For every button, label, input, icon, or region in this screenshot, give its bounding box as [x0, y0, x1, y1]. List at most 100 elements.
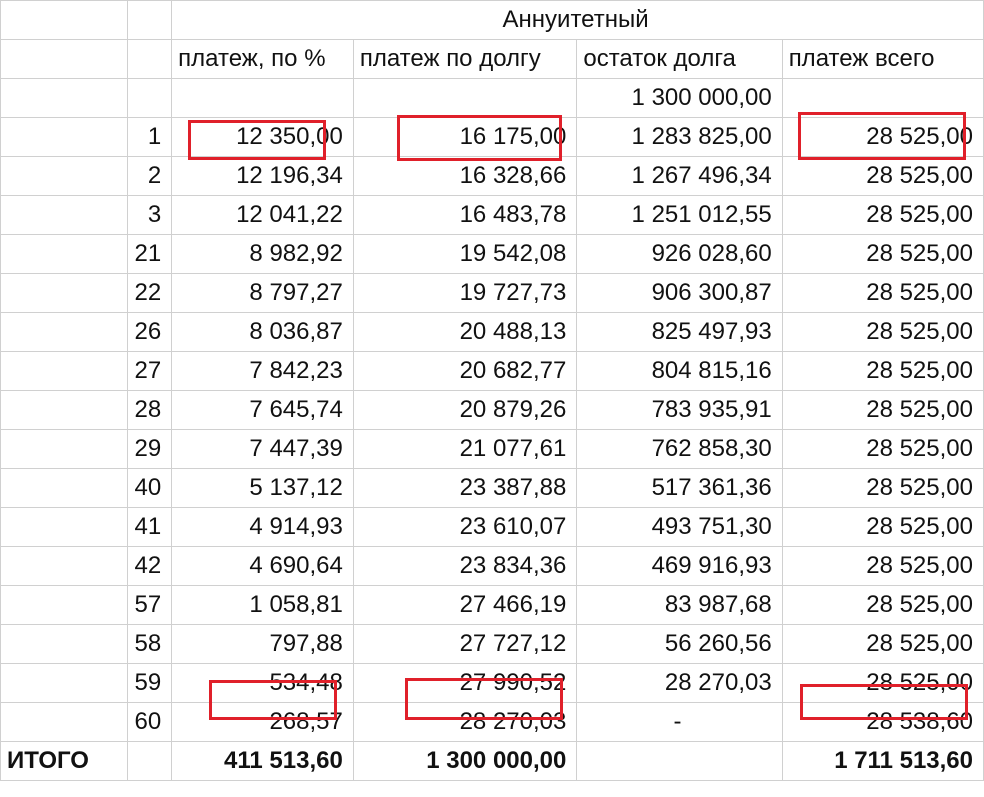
table-title[interactable]: Аннуитетный: [171, 0, 984, 40]
cell-principal[interactable]: 20 879,26: [352, 390, 578, 430]
cell-interest[interactable]: 534,48: [171, 663, 354, 703]
cell[interactable]: [0, 234, 129, 274]
cell-total[interactable]: 28 525,00: [781, 663, 984, 703]
cell-total[interactable]: 28 525,00: [781, 117, 984, 157]
cell[interactable]: [127, 78, 173, 118]
period-number[interactable]: 40: [127, 468, 173, 508]
cell-interest[interactable]: 797,88: [171, 624, 354, 664]
cell-principal[interactable]: 27 466,19: [352, 585, 578, 625]
cell-interest[interactable]: 7 447,39: [171, 429, 354, 469]
cell[interactable]: [171, 78, 354, 118]
total-interest[interactable]: 411 513,60: [171, 741, 354, 781]
cell[interactable]: [352, 78, 578, 118]
cell-total[interactable]: 28 525,00: [781, 351, 984, 391]
cell-principal[interactable]: 16 483,78: [352, 195, 578, 235]
cell-interest[interactable]: 268,57: [171, 702, 354, 742]
cell-total[interactable]: 28 525,00: [781, 195, 984, 235]
cell-balance[interactable]: 493 751,30: [576, 507, 783, 547]
cell-interest[interactable]: 12 350,00: [171, 117, 354, 157]
cell[interactable]: [0, 429, 129, 469]
cell-principal[interactable]: 27 990,52: [352, 663, 578, 703]
totals-label[interactable]: ИТОГО: [0, 741, 129, 781]
total-payment[interactable]: 1 711 513,60: [781, 741, 984, 781]
cell-total[interactable]: 28 538,60: [781, 702, 984, 742]
cell-balance[interactable]: 1 267 496,34: [576, 156, 783, 196]
cell-total[interactable]: 28 525,00: [781, 585, 984, 625]
cell-balance[interactable]: 517 361,36: [576, 468, 783, 508]
cell[interactable]: [0, 702, 129, 742]
cell[interactable]: [0, 195, 129, 235]
cell[interactable]: [576, 741, 783, 781]
period-number[interactable]: 22: [127, 273, 173, 313]
cell-total[interactable]: 28 525,00: [781, 390, 984, 430]
cell-total[interactable]: 28 525,00: [781, 312, 984, 352]
cell-total[interactable]: 28 525,00: [781, 273, 984, 313]
cell-balance[interactable]: 56 260,56: [576, 624, 783, 664]
cell[interactable]: [0, 39, 129, 79]
cell[interactable]: [127, 39, 173, 79]
cell-principal[interactable]: 20 488,13: [352, 312, 578, 352]
cell-balance[interactable]: 825 497,93: [576, 312, 783, 352]
cell[interactable]: [127, 0, 173, 40]
cell[interactable]: [0, 390, 129, 430]
cell-interest[interactable]: 5 137,12: [171, 468, 354, 508]
cell-balance[interactable]: 28 270,03: [576, 663, 783, 703]
cell[interactable]: [781, 78, 984, 118]
period-number[interactable]: 41: [127, 507, 173, 547]
cell-total[interactable]: 28 525,00: [781, 507, 984, 547]
cell-interest[interactable]: 7 645,74: [171, 390, 354, 430]
cell-balance[interactable]: 783 935,91: [576, 390, 783, 430]
cell-total[interactable]: 28 525,00: [781, 468, 984, 508]
cell-balance[interactable]: 469 916,93: [576, 546, 783, 586]
cell[interactable]: [0, 663, 129, 703]
cell-balance[interactable]: 906 300,87: [576, 273, 783, 313]
total-principal[interactable]: 1 300 000,00: [352, 741, 578, 781]
period-number[interactable]: 42: [127, 546, 173, 586]
cell-balance[interactable]: -: [576, 702, 783, 742]
header-interest[interactable]: платеж, по %: [171, 39, 354, 79]
cell-principal[interactable]: 23 610,07: [352, 507, 578, 547]
cell[interactable]: [127, 741, 173, 781]
cell-interest[interactable]: 8 982,92: [171, 234, 354, 274]
cell-interest[interactable]: 8 036,87: [171, 312, 354, 352]
cell-principal[interactable]: 20 682,77: [352, 351, 578, 391]
cell[interactable]: [0, 546, 129, 586]
period-number[interactable]: 28: [127, 390, 173, 430]
initial-balance[interactable]: 1 300 000,00: [576, 78, 783, 118]
period-number[interactable]: 3: [127, 195, 173, 235]
cell-total[interactable]: 28 525,00: [781, 234, 984, 274]
cell-interest[interactable]: 8 797,27: [171, 273, 354, 313]
cell[interactable]: [0, 351, 129, 391]
cell[interactable]: [0, 507, 129, 547]
period-number[interactable]: 21: [127, 234, 173, 274]
cell[interactable]: [0, 273, 129, 313]
cell-interest[interactable]: 12 041,22: [171, 195, 354, 235]
cell[interactable]: [0, 0, 129, 40]
cell-balance[interactable]: 926 028,60: [576, 234, 783, 274]
period-number[interactable]: 27: [127, 351, 173, 391]
cell[interactable]: [0, 78, 129, 118]
period-number[interactable]: 57: [127, 585, 173, 625]
period-number[interactable]: 59: [127, 663, 173, 703]
header-balance[interactable]: остаток долга: [576, 39, 783, 79]
cell[interactable]: [0, 585, 129, 625]
cell-interest[interactable]: 4 690,64: [171, 546, 354, 586]
cell-interest[interactable]: 12 196,34: [171, 156, 354, 196]
cell-balance[interactable]: 762 858,30: [576, 429, 783, 469]
cell-balance[interactable]: 1 283 825,00: [576, 117, 783, 157]
cell-principal[interactable]: 28 270,03: [352, 702, 578, 742]
period-number[interactable]: 29: [127, 429, 173, 469]
cell-total[interactable]: 28 525,00: [781, 429, 984, 469]
cell-principal[interactable]: 21 077,61: [352, 429, 578, 469]
cell-principal[interactable]: 23 387,88: [352, 468, 578, 508]
cell[interactable]: [0, 312, 129, 352]
period-number[interactable]: 58: [127, 624, 173, 664]
cell-balance[interactable]: 83 987,68: [576, 585, 783, 625]
period-number[interactable]: 1: [127, 117, 173, 157]
cell-principal[interactable]: 23 834,36: [352, 546, 578, 586]
cell-principal[interactable]: 16 175,00: [352, 117, 578, 157]
cell-total[interactable]: 28 525,00: [781, 156, 984, 196]
cell-balance[interactable]: 1 251 012,55: [576, 195, 783, 235]
cell-principal[interactable]: 19 727,73: [352, 273, 578, 313]
cell-total[interactable]: 28 525,00: [781, 546, 984, 586]
